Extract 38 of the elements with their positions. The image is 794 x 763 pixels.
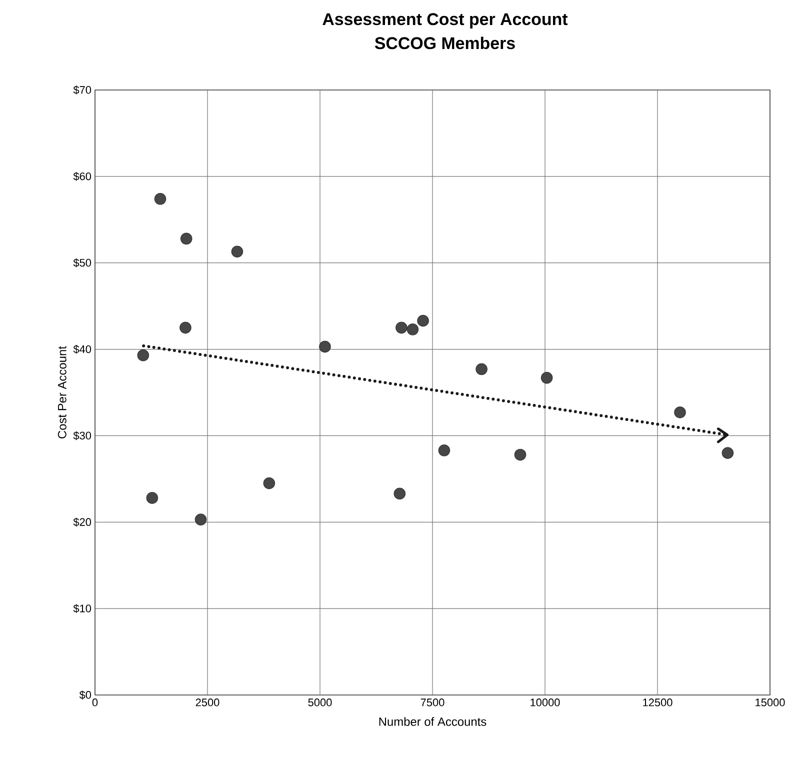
point xyxy=(146,492,158,504)
y-tick-label: $50 xyxy=(73,258,92,268)
x-tick-label: 10000 xyxy=(530,698,560,706)
point xyxy=(180,322,192,334)
y-tick-label: $20 xyxy=(73,518,92,527)
point xyxy=(137,349,150,362)
point xyxy=(180,232,192,245)
y-tick-label: $60 xyxy=(73,172,92,181)
point xyxy=(438,444,450,456)
point xyxy=(540,372,553,384)
y-tick-label: $40 xyxy=(73,344,92,354)
point xyxy=(722,447,734,459)
x-tick-label: 2500 xyxy=(196,698,220,706)
x-tick-label: 7500 xyxy=(420,698,444,706)
point xyxy=(319,340,331,353)
point xyxy=(394,488,406,500)
x-tick-label: 0 xyxy=(92,698,98,706)
x-tick-label: 12500 xyxy=(643,698,672,706)
point xyxy=(263,477,276,490)
point xyxy=(476,363,488,376)
y-tick-label: $0 xyxy=(79,690,92,700)
y-tick-label: $70 xyxy=(73,86,92,94)
point xyxy=(154,192,166,205)
chart-subtitle: SCCOG Members xyxy=(374,36,515,50)
x-tick-label: 15000 xyxy=(756,698,785,706)
chart-title: Assessment Cost per Account xyxy=(322,13,568,29)
point xyxy=(514,448,526,461)
point xyxy=(231,246,244,258)
point xyxy=(417,314,429,327)
y-tick-label: $30 xyxy=(73,431,92,440)
point xyxy=(194,514,207,526)
point xyxy=(406,324,419,336)
point xyxy=(674,406,686,418)
x-axis-title: Number of Accounts xyxy=(379,717,486,726)
y-tick-label: $10 xyxy=(73,604,92,614)
y-axis-title: Cost Per Account xyxy=(58,346,66,438)
x-tick-label: 5000 xyxy=(308,698,332,706)
point xyxy=(396,322,408,334)
